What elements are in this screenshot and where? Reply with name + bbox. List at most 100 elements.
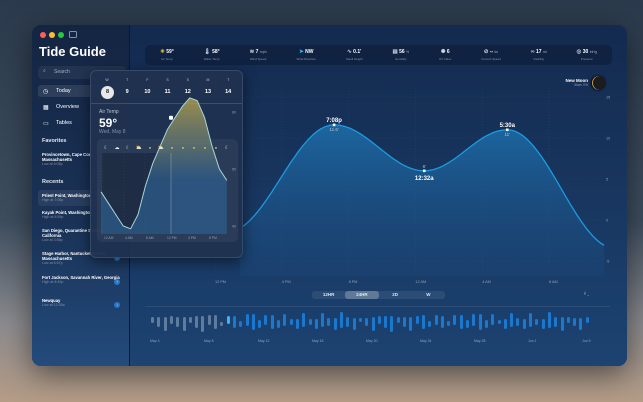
tide-range-bar[interactable] [579, 317, 583, 330]
tide-range-bar[interactable] [283, 313, 287, 327]
tide-extreme-point[interactable] [505, 128, 509, 132]
tide-range-bar[interactable] [440, 315, 444, 329]
tide-range-bar[interactable] [447, 321, 451, 327]
tide-range-bar[interactable] [321, 313, 325, 327]
tide-range-bar[interactable] [226, 315, 230, 324]
tide-range-bar[interactable] [214, 315, 217, 329]
tide-range-bar[interactable] [459, 314, 463, 330]
tide-range-bar[interactable] [491, 314, 495, 326]
day-selector[interactable]: S 12 [181, 78, 195, 99]
tide-range-bar[interactable] [478, 314, 482, 330]
minimize-button[interactable] [49, 32, 55, 38]
tide-range-bar[interactable] [371, 317, 375, 331]
tide-range-bar[interactable] [377, 316, 381, 324]
tide-extreme-point[interactable] [332, 123, 336, 127]
tide-range-bar[interactable] [403, 316, 406, 327]
recent-location[interactable]: Stage Harbor, Nantucket Sound, Massachus… [42, 251, 122, 266]
tide-extreme-point[interactable] [422, 169, 426, 173]
tide-range-bar[interactable] [308, 319, 312, 325]
tide-range-bar[interactable] [415, 315, 419, 325]
tide-range-bar[interactable] [390, 316, 394, 332]
tide-range-bar[interactable] [302, 312, 306, 328]
tide-range-bar[interactable] [201, 315, 205, 333]
tide-range-bar[interactable] [529, 313, 532, 327]
tide-range-bar[interactable] [535, 318, 539, 325]
tide-range-bar[interactable] [585, 317, 589, 323]
range-selector[interactable]: 12HR 24HR 2D W [312, 291, 445, 299]
nav-tables[interactable]: ▭ Tables [38, 117, 126, 129]
favorite-item[interactable]: Provincetown, Cape Cod, Massachusetts Low… [42, 152, 122, 167]
tide-range-bar[interactable] [340, 311, 343, 329]
metric-water-temp[interactable]: 🌡 58° Water Temp [204, 49, 220, 61]
tide-range-bar[interactable] [484, 320, 488, 328]
metric-current-speed[interactable]: ⊘ -- kn Current Speed [481, 49, 501, 61]
sidebar-toggle-icon[interactable] [69, 31, 77, 38]
metric-pressure[interactable]: ◎ 30 inHg Pressure [577, 49, 597, 61]
metric-humidity[interactable]: ▤ 56 % Humidity [392, 49, 409, 61]
day-selector[interactable]: S 11 [161, 78, 175, 99]
tide-range-bar[interactable] [264, 314, 268, 326]
tide-range-bar[interactable] [409, 316, 413, 332]
tide-range-bar[interactable] [541, 318, 545, 330]
tide-range-bar[interactable] [176, 317, 180, 327]
tide-range-bar[interactable] [277, 320, 280, 328]
tide-range-bar[interactable] [314, 319, 318, 329]
tide-range-bar[interactable] [327, 318, 331, 326]
tide-range-bar[interactable] [207, 315, 211, 325]
tide-range-bar[interactable] [466, 319, 469, 329]
tide-range-bar[interactable] [358, 317, 362, 322]
tide-range-bar[interactable] [289, 318, 293, 326]
tide-range-bar[interactable] [384, 316, 388, 328]
tide-range-bar[interactable] [503, 319, 507, 329]
chart-options-button[interactable]: ⫲ ⌄ [584, 291, 590, 297]
tide-range-bar[interactable] [396, 316, 400, 324]
recent-location[interactable]: Kayak Point, Washington High at 6:59p [42, 210, 122, 220]
tide-range-bar[interactable] [453, 315, 457, 325]
tide-range-bar[interactable] [573, 317, 577, 327]
close-button[interactable] [40, 32, 46, 38]
metric-air-temp[interactable]: ☀ 59° Air Temp [160, 49, 174, 61]
tide-range-bar[interactable] [554, 317, 558, 327]
recent-location[interactable]: Newquay Low at 12:38a [42, 298, 122, 308]
day-selector[interactable]: T 14 [221, 78, 235, 99]
tide-range-bar[interactable] [547, 312, 551, 328]
tide-range-bar[interactable] [497, 319, 501, 325]
tide-range-bar[interactable] [352, 318, 356, 330]
zoom-button[interactable] [58, 32, 64, 38]
tide-range-bar[interactable] [245, 314, 249, 326]
tide-range-bar[interactable] [421, 315, 425, 329]
recent-location[interactable]: Fort Jackson, Savannah River, Georgia Hig… [42, 275, 122, 285]
tide-range-bar[interactable] [157, 316, 161, 328]
tide-range-bar[interactable] [295, 318, 299, 330]
range-option[interactable]: 24HR [345, 291, 379, 299]
tide-range-bar[interactable] [428, 320, 432, 328]
tide-range-bar[interactable] [346, 317, 350, 327]
tide-range-bar[interactable] [270, 314, 274, 329]
tide-range-bar[interactable] [560, 317, 564, 331]
tide-range-bar[interactable] [220, 321, 224, 327]
current-temp-point[interactable] [169, 115, 173, 120]
tide-range-bar[interactable] [333, 317, 337, 331]
tide-range-bar[interactable] [251, 314, 255, 330]
tide-range-bar[interactable] [182, 317, 186, 331]
tide-range-bar[interactable] [566, 317, 570, 323]
day-selector[interactable]: F 10 [140, 78, 154, 99]
tide-range-bar[interactable] [365, 317, 369, 327]
tide-range-bar[interactable] [151, 317, 154, 323]
range-option[interactable]: 12HR [322, 292, 335, 297]
tide-range-bar[interactable] [232, 315, 236, 329]
tide-range-bar[interactable] [522, 318, 526, 330]
tide-range-bar[interactable] [169, 316, 173, 324]
metric-wind-direction[interactable]: ➤ NW Wind Direction [297, 49, 317, 61]
tide-range-bar[interactable] [195, 316, 199, 328]
tide-range-bar[interactable] [472, 313, 476, 327]
range-option[interactable]: W [426, 292, 431, 297]
tide-range-bar[interactable] [188, 316, 192, 324]
metric-wind-speed[interactable]: ≋ 7 mph Wind Speed [250, 49, 267, 61]
recent-location[interactable]: San Diego, Quarantine Station, Californi… [42, 228, 122, 243]
metric-uv-index[interactable]: ✺ 6 UV Index [439, 49, 451, 61]
tide-range-bar[interactable] [516, 318, 520, 326]
metric-swell-height[interactable]: ∿ 0.1' Swell Height [346, 49, 363, 61]
